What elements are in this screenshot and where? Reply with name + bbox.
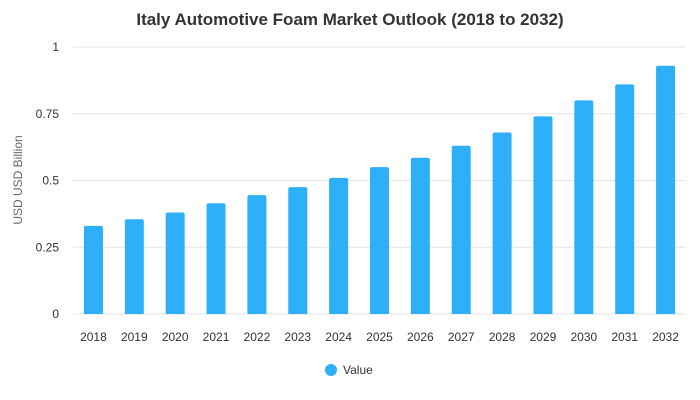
bar-2022[interactable]: [247, 195, 267, 314]
legend[interactable]: Value: [325, 363, 373, 377]
bar-2023[interactable]: [288, 187, 308, 314]
x-tick-label: 2030: [570, 330, 597, 344]
x-tick-label: 2028: [489, 330, 516, 344]
x-tick-label: 2029: [530, 330, 557, 344]
chart-title: Italy Automotive Foam Market Outlook (20…: [136, 10, 563, 29]
x-tick-label: 2025: [366, 330, 393, 344]
bar-2019[interactable]: [124, 219, 144, 314]
legend-marker-value: [325, 364, 337, 376]
x-tick-label: 2020: [162, 330, 189, 344]
bar-2029[interactable]: [533, 116, 553, 314]
y-tick-label: 0.75: [36, 107, 60, 121]
y-tick-label: 0: [52, 307, 59, 321]
bar-2027[interactable]: [451, 145, 471, 314]
bars: [83, 65, 676, 315]
bar-2030[interactable]: [574, 100, 594, 315]
x-tick-label: 2024: [325, 330, 352, 344]
y-tick-label: 0.25: [36, 240, 60, 254]
x-tick-label: 2031: [611, 330, 638, 344]
y-axis-label: USD USD Billion: [11, 135, 25, 224]
legend-label-value: Value: [343, 363, 373, 377]
y-tick-label: 0.5: [42, 174, 59, 188]
x-tick-label: 2018: [80, 330, 107, 344]
bar-2028[interactable]: [492, 132, 512, 314]
bar-2031[interactable]: [615, 84, 635, 314]
bar-2032[interactable]: [656, 65, 676, 314]
x-tick-label: 2022: [244, 330, 271, 344]
bar-2020[interactable]: [165, 212, 185, 314]
bar-2024[interactable]: [329, 177, 349, 314]
x-tick-label: 2021: [203, 330, 230, 344]
x-tick-label: 2032: [652, 330, 679, 344]
bar-2026[interactable]: [410, 157, 430, 314]
y-tick-label: 1: [52, 40, 59, 54]
x-tick-label: 2026: [407, 330, 434, 344]
bar-2021[interactable]: [206, 203, 226, 314]
bar-2025[interactable]: [370, 167, 389, 314]
x-tick-label: 2027: [448, 330, 475, 344]
x-axis-ticks: 2018 2019 2020 2021 2022 2023 2024 2025 2026 2027…: [80, 330, 679, 344]
x-tick-label: 2019: [121, 330, 148, 344]
bar-2018[interactable]: [83, 225, 103, 314]
x-tick-label: 2023: [284, 330, 311, 344]
y-axis-ticks: 0 0.25 0.5 0.75 1: [36, 40, 60, 321]
